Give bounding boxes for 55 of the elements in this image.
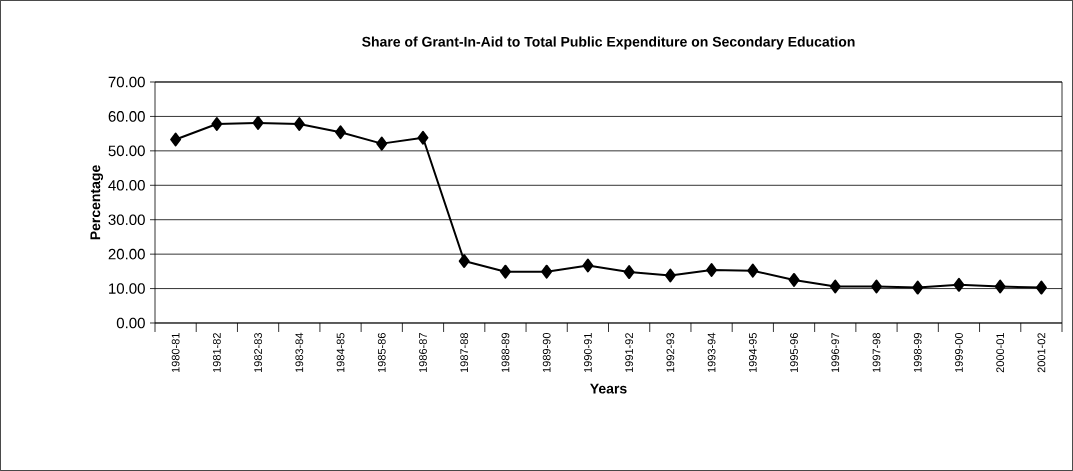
x-tick-label: 1998-99 xyxy=(913,333,922,373)
point xyxy=(912,280,924,295)
x-tick-label: 1991-92 xyxy=(625,333,634,373)
point xyxy=(994,279,1006,294)
point xyxy=(623,265,635,280)
point xyxy=(293,117,305,131)
y-tick-label: 50.00 xyxy=(108,145,145,157)
x-tick-label: 1988-89 xyxy=(501,333,510,373)
x-axis-title: Years xyxy=(590,383,627,394)
point xyxy=(953,277,965,292)
x-tick-label: 1982-83 xyxy=(254,333,262,373)
x-tick-label: 1986-87 xyxy=(419,333,427,373)
x-tick-label: 1995-96 xyxy=(790,333,798,373)
x-tick-label: 1980-81 xyxy=(171,333,180,373)
point xyxy=(417,130,429,145)
x-tick-label: 1997-98 xyxy=(872,333,881,373)
point xyxy=(541,264,553,279)
point xyxy=(747,263,759,278)
point xyxy=(499,264,511,279)
x-tick-label: 1999-00 xyxy=(955,332,963,373)
x-tick-label: 1992-93 xyxy=(666,333,675,373)
y-axis-title: Percentage xyxy=(90,165,104,240)
y-tick-label: 20.00 xyxy=(108,248,145,260)
x-tick-label: 1989-90 xyxy=(542,332,551,373)
x-tick-label: 1981-82 xyxy=(212,333,221,373)
x-tick-label: 1983-84 xyxy=(295,332,304,373)
point xyxy=(870,279,882,294)
point xyxy=(376,136,388,151)
y-tick-label: 30.00 xyxy=(108,214,145,226)
point xyxy=(335,125,347,140)
chart-title: Share of Grant-In-Aid to Total Public Expenditure on Secondary Education xyxy=(362,36,855,50)
x-tick-label: 2001-02 xyxy=(1037,333,1046,373)
x-tick-label: 1984-85 xyxy=(336,333,345,373)
point xyxy=(170,132,182,147)
x-tick-label: 1996-97 xyxy=(831,333,840,373)
point xyxy=(664,268,676,283)
point xyxy=(252,115,264,130)
y-tick-label: 0.00 xyxy=(116,317,145,329)
y-tick-label: 60.00 xyxy=(108,111,145,122)
point xyxy=(706,262,718,277)
point xyxy=(582,258,594,273)
x-tick-label: 1987-88 xyxy=(460,333,469,373)
x-tick-label: 1985-86 xyxy=(377,333,386,373)
x-tick-label: 1993-94 xyxy=(707,332,716,373)
point xyxy=(1035,280,1047,295)
point xyxy=(458,254,470,269)
point xyxy=(788,272,800,287)
x-tick-label: 1994-95 xyxy=(748,333,757,373)
x-tick-label: 2000-01 xyxy=(996,333,1005,373)
x-tick-label: 1990-91 xyxy=(584,333,592,373)
y-tick-label: 70.00 xyxy=(108,76,145,88)
y-tick-label: 40.00 xyxy=(108,179,145,191)
point xyxy=(829,279,841,294)
point xyxy=(211,117,223,131)
y-tick-label: 10.00 xyxy=(109,283,145,294)
